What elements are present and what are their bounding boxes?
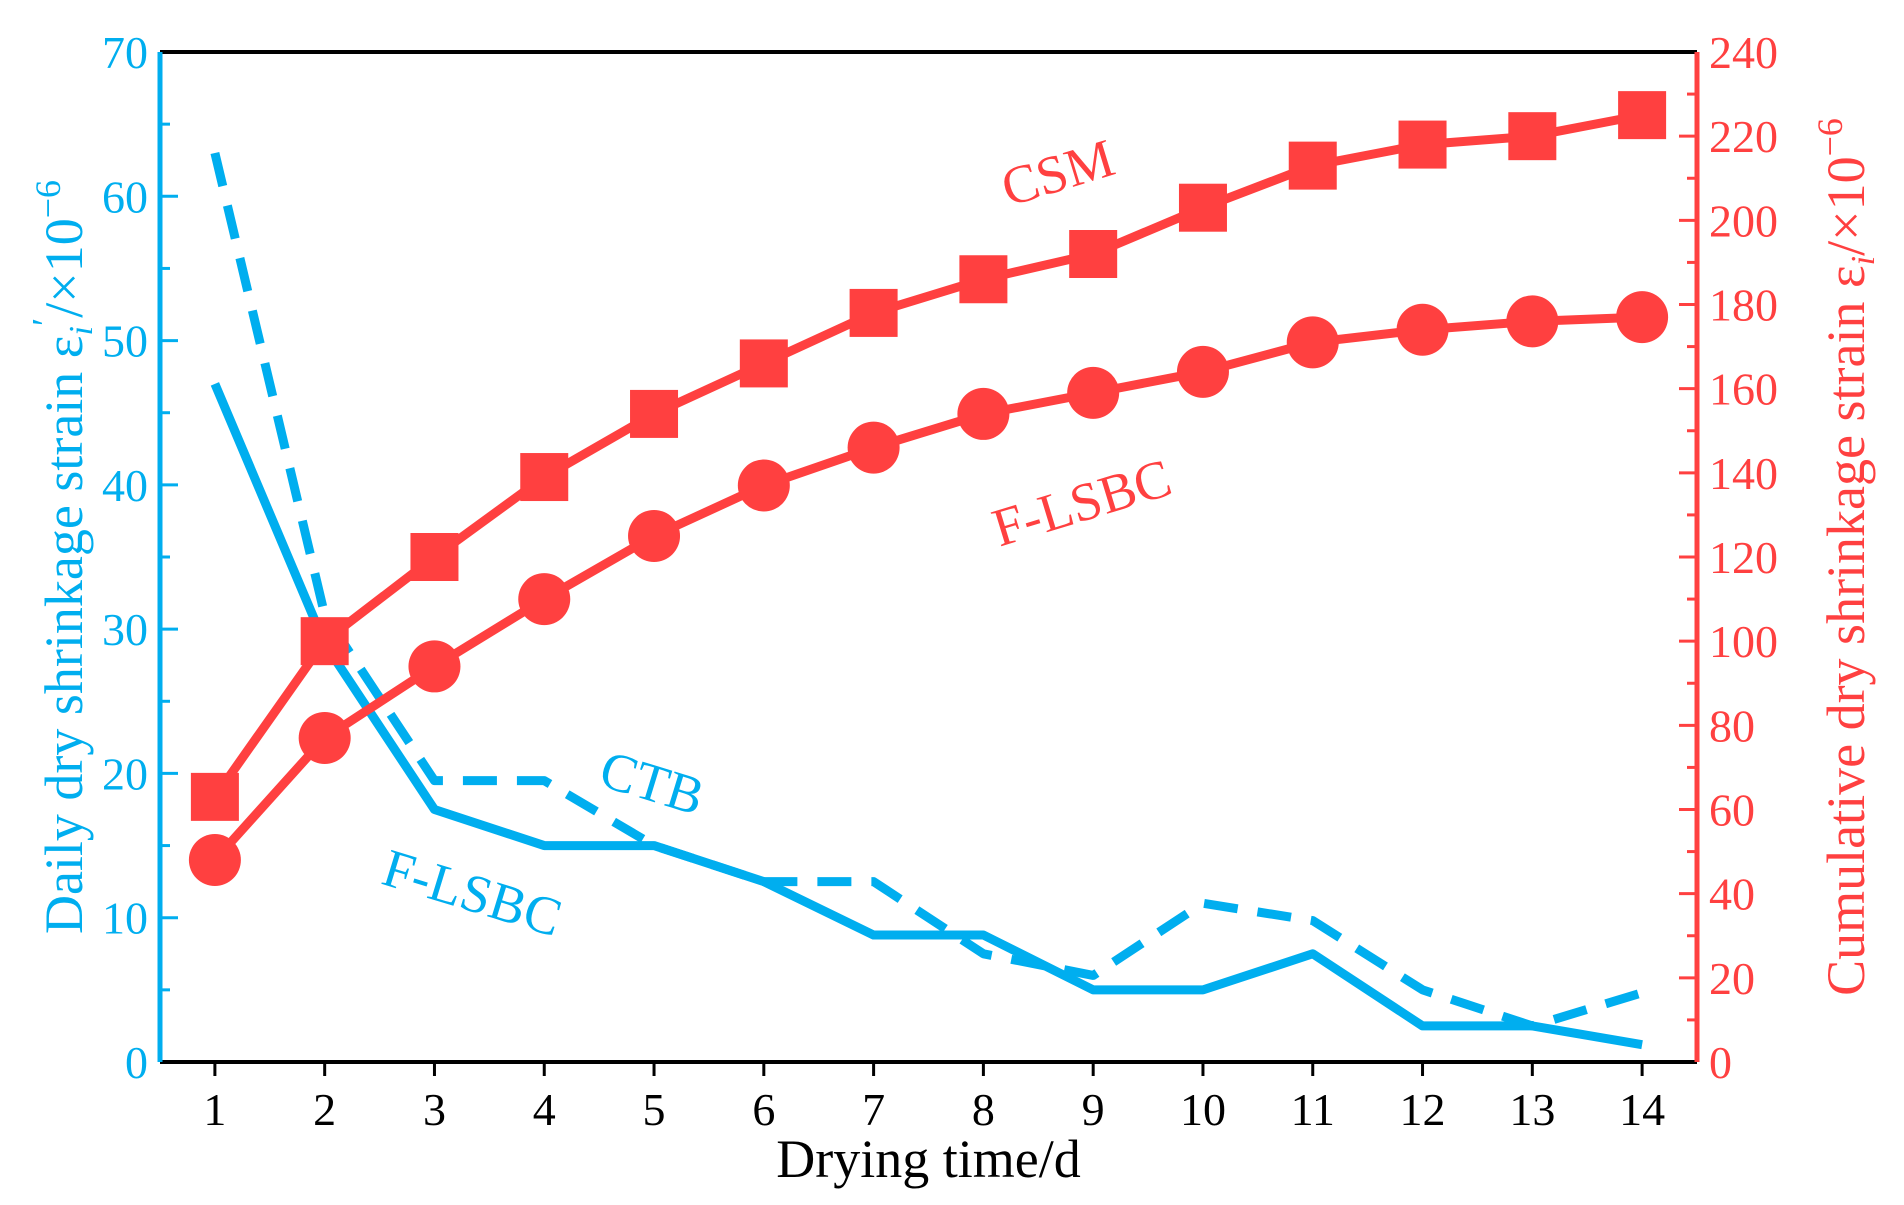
left-y-tick-label: 60 bbox=[102, 171, 148, 222]
x-tick-label: 2 bbox=[313, 1084, 336, 1135]
f-lsbc-cumulative-circle-marker bbox=[1286, 316, 1339, 369]
right-y-tick-label: 180 bbox=[1709, 280, 1778, 331]
f-lsbc-cumulative-circle-marker bbox=[628, 509, 681, 562]
x-tick-label: 12 bbox=[1400, 1084, 1446, 1135]
csm-cumulative-square-marker bbox=[1069, 230, 1118, 278]
right-y-tick-label: 160 bbox=[1709, 364, 1778, 415]
f-lsbc-cumulative-circle-marker bbox=[188, 834, 241, 886]
csm-cumulative-line bbox=[211, 110, 1643, 800]
right-y-axis-title-part: i bbox=[1845, 256, 1882, 265]
right-y-tick-label: 0 bbox=[1709, 1037, 1732, 1088]
x-axis-title: Drying time/d bbox=[776, 1129, 1080, 1189]
csm-cumulative-square-marker bbox=[739, 339, 788, 388]
ctb-daily-line bbox=[210, 151, 1644, 1031]
series-layer bbox=[188, 91, 1669, 1050]
frame-layer bbox=[157, 50, 1700, 1064]
f-lsbc-cumulative-circle-marker bbox=[1506, 295, 1559, 348]
f-lsbc-daily-line bbox=[210, 382, 1643, 1050]
f-lsbc-cumulative-circle-marker bbox=[1616, 291, 1669, 344]
series-annotation-f-lsbc: F-LSBC bbox=[985, 447, 1178, 558]
tick-layer bbox=[160, 50, 1697, 1076]
x-tick-label: 11 bbox=[1291, 1084, 1335, 1135]
right-y-axis-title-part: /×10 bbox=[1816, 156, 1876, 255]
f-lsbc-cumulative-circle-marker bbox=[408, 640, 461, 693]
x-tick-label: 1 bbox=[203, 1084, 226, 1135]
csm-cumulative-square-marker bbox=[959, 255, 1008, 304]
left-y-axis-title-part: /×10 bbox=[34, 218, 94, 317]
x-tick-label: 6 bbox=[752, 1084, 775, 1135]
f-lsbc-cumulative-circle-marker bbox=[298, 711, 351, 764]
x-tick-label: 5 bbox=[643, 1084, 666, 1135]
x-tick-label: 4 bbox=[533, 1084, 556, 1135]
right-y-axis-title: Cumulative dry shrinkage strain εi/×10−6 bbox=[1810, 118, 1882, 996]
left-y-axis-title: Daily dry shrinkage strain εi′/×10−6 bbox=[25, 180, 100, 934]
right-y-tick-label: 200 bbox=[1709, 195, 1778, 246]
csm-cumulative-square-marker bbox=[1398, 120, 1447, 169]
csm-cumulative-square-marker bbox=[520, 453, 569, 502]
csm-cumulative-square-marker bbox=[630, 389, 679, 438]
csm-cumulative-square-marker bbox=[410, 533, 459, 581]
f-lsbc-cumulative-circle-marker bbox=[737, 459, 790, 512]
left-y-tick-label: 0 bbox=[125, 1037, 148, 1088]
csm-cumulative-square-marker bbox=[190, 772, 239, 821]
left-y-tick-label: 30 bbox=[102, 604, 148, 655]
x-tick-label: 10 bbox=[1180, 1084, 1226, 1135]
x-tick-label: 8 bbox=[972, 1084, 995, 1135]
left-y-tick-label: 10 bbox=[102, 893, 148, 944]
f-lsbc-cumulative-circle-marker bbox=[1396, 303, 1449, 356]
right-y-tick-label: 100 bbox=[1709, 616, 1778, 667]
csm-cumulative-square-marker bbox=[1508, 112, 1557, 161]
f-lsbc-cumulative-circle-marker bbox=[1067, 366, 1120, 419]
csm-cumulative-square-marker bbox=[849, 288, 898, 337]
left-y-axis-title-part: Daily dry shrinkage strain bbox=[34, 358, 94, 934]
series-annotation-csm: CSM bbox=[994, 127, 1121, 218]
x-tick-label: 9 bbox=[1082, 1084, 1105, 1135]
f-lsbc-cumulative-circle-marker bbox=[518, 573, 571, 626]
right-y-axis-title-part: −6 bbox=[1810, 118, 1850, 156]
right-y-tick-label: 140 bbox=[1709, 448, 1778, 499]
csm-cumulative-square-marker bbox=[300, 617, 349, 666]
left-y-axis-title-part: ε bbox=[34, 336, 94, 359]
right-y-tick-label: 240 bbox=[1709, 27, 1778, 78]
right-y-tick-label: 40 bbox=[1709, 869, 1755, 920]
csm-cumulative-square-marker bbox=[1288, 141, 1337, 190]
left-y-axis-title-part: i bbox=[63, 326, 100, 335]
csm-cumulative-square-marker bbox=[1178, 183, 1227, 232]
right-y-tick-label: 60 bbox=[1709, 785, 1755, 836]
right-y-axis-title-part: Cumulative dry shrinkage strain bbox=[1816, 288, 1876, 996]
x-tick-label: 14 bbox=[1619, 1084, 1665, 1135]
x-tick-label: 7 bbox=[862, 1084, 885, 1135]
csm-cumulative-square-marker bbox=[1618, 91, 1667, 140]
left-y-tick-label: 20 bbox=[102, 748, 148, 799]
f-lsbc-cumulative-circle-marker bbox=[847, 421, 900, 474]
right-y-tick-label: 80 bbox=[1709, 700, 1755, 751]
x-tick-label: 3 bbox=[423, 1084, 446, 1135]
f-lsbc-cumulative-circle-marker bbox=[1176, 345, 1229, 398]
label-layer: 1 2 3 4 5 6 7 8 9 10 11 12 13 14010203040506070020406… bbox=[25, 27, 1882, 1189]
left-y-axis-title-part: ′ bbox=[25, 318, 67, 326]
left-y-axis-title-part: −6 bbox=[28, 180, 68, 218]
series-annotation-f-lsbc: F-LSBC bbox=[376, 837, 569, 948]
right-y-tick-label: 220 bbox=[1709, 111, 1778, 162]
series-annotation-ctb: CTB bbox=[593, 739, 711, 827]
left-y-tick-label: 70 bbox=[102, 27, 148, 78]
x-tick-label: 13 bbox=[1509, 1084, 1555, 1135]
left-y-tick-label: 50 bbox=[102, 316, 148, 367]
right-y-axis-title-part: ε bbox=[1816, 265, 1876, 288]
left-y-tick-label: 40 bbox=[102, 460, 148, 511]
f-lsbc-cumulative-circle-marker bbox=[957, 387, 1010, 440]
right-y-tick-label: 20 bbox=[1709, 953, 1755, 1004]
right-y-tick-label: 120 bbox=[1709, 532, 1778, 583]
